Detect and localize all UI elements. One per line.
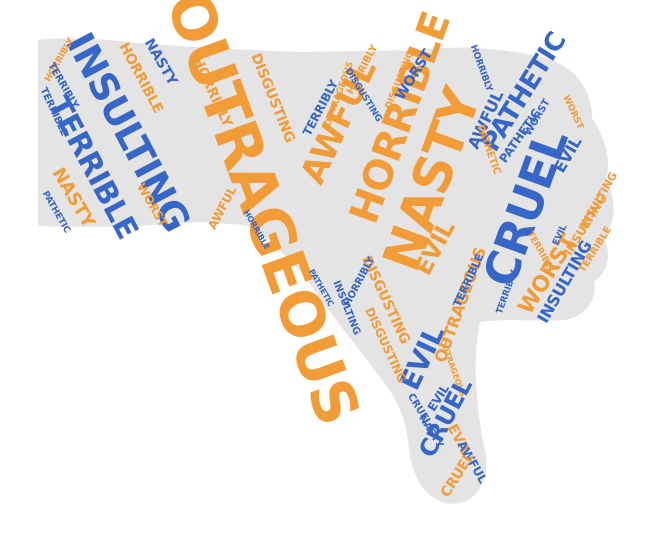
thumbs-down-silhouette — [38, 38, 614, 504]
